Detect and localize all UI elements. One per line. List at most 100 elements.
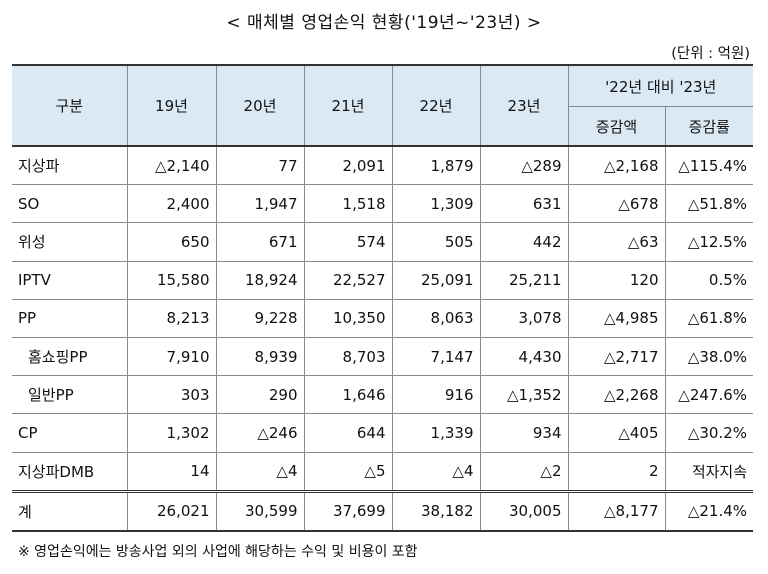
table-cell: 1,518 [303,184,393,224]
table-cell: △4 [391,451,481,492]
total-row: 계 26,021 30,599 37,699 38,182 30,005 △8,177 △21… [12,489,754,532]
table-cell: 916 [391,375,481,415]
table-row: 일반PP 303 290 1,646 916 △1,352 △2,268 △247.6% [12,375,754,415]
header-compare-group: '22년 대비 '23년 [567,64,754,107]
row-label: 지상파 [12,145,128,186]
row-label: CP [12,413,128,453]
table-cell: 644 [303,413,393,453]
table-cell: 650 [126,222,217,262]
table-cell: 442 [479,222,569,262]
table-cell: 25,211 [479,260,569,300]
row-label: IPTV [12,260,128,300]
table-cell: 7,147 [391,336,481,377]
table-cell: 1,309 [391,184,481,224]
table-cell: △678 [567,184,666,224]
table-row: 지상파DMB 14 △4 △5 △4 △2 2 적자지속 [12,451,754,492]
header-year: 23년 [479,64,569,147]
table-cell: 3,078 [479,298,569,338]
table-cell: 2,400 [126,184,217,224]
table-cell: △2,168 [567,145,666,186]
table-cell: 10,350 [303,298,393,338]
table-cell: △4,985 [567,298,666,338]
table-row: PP 8,213 9,228 10,350 8,063 3,078 △4,985 △61.8% [12,298,754,338]
table-cell: 18,924 [215,260,305,300]
table-cell: △21.4% [664,489,754,532]
table-cell: 303 [126,375,217,415]
table-cell: 30,599 [215,489,305,532]
table-cell: 2 [567,451,666,492]
table-cell: 631 [479,184,569,224]
table-cell: △289 [479,145,569,186]
table-cell: △115.4% [664,145,754,186]
table-cell: △2,717 [567,336,666,377]
table-row: SO 2,400 1,947 1,518 1,309 631 △678 △51.8% [12,184,754,224]
table-cell: 290 [215,375,305,415]
table-cell: 1,339 [391,413,481,453]
table-cell: 26,021 [126,489,217,532]
table-cell: 2,091 [303,145,393,186]
row-label: 일반PP [12,375,128,415]
header-year: 19년 [126,64,217,147]
table-row: CP 1,302 △246 644 1,339 934 △405 △30.2% [12,413,754,453]
table-cell: △30.2% [664,413,754,453]
row-label: SO [12,184,128,224]
footnote: ※ 영업손익에는 방송사업 외의 사업에 해당하는 수익 및 비용이 포함 [18,544,418,560]
header-change-amount: 증감액 [568,106,666,147]
table-cell: 934 [479,413,569,453]
row-label: 계 [12,489,128,532]
header-year: 21년 [303,64,393,147]
table-row: 홈쇼핑PP 7,910 8,939 8,703 7,147 4,430 △2,717 △38.… [12,336,754,377]
table-cell: △247.6% [664,375,754,415]
table-cell: △405 [567,413,666,453]
table-row: 지상파 △2,140 77 2,091 1,879 △289 △2,168 △115.4% [12,145,754,186]
table-cell: 22,527 [303,260,393,300]
table-cell: 38,182 [391,489,481,532]
table-cell: 30,005 [479,489,569,532]
table-cell: 1,947 [215,184,305,224]
table-cell: 8,213 [126,298,217,338]
table-row: 위성 650 671 574 505 442 △63 △12.5% [12,222,754,262]
table-cell: 4,430 [479,336,569,377]
row-label: 지상파DMB [12,451,128,492]
table-cell: △2,268 [567,375,666,415]
table-cell: 8,939 [215,336,305,377]
table-cell: 0.5% [664,260,754,300]
table-cell: 505 [391,222,481,262]
table-cell: 77 [215,145,305,186]
row-label: 홈쇼핑PP [12,336,128,377]
table-cell: △61.8% [664,298,754,338]
table-cell: △63 [567,222,666,262]
table-cell: △5 [303,451,393,492]
table-cell: 적자지속 [664,451,754,492]
table-cell: 25,091 [391,260,481,300]
table-cell: 37,699 [303,489,393,532]
table-cell: 14 [126,451,217,492]
table-cell: 1,302 [126,413,217,453]
table-cell: △51.8% [664,184,754,224]
unit-label: (단위 : 억원) [671,46,750,62]
header-category: 구분 [12,64,128,147]
table-cell: △246 [215,413,305,453]
table-cell: △2,140 [126,145,217,186]
table-cell: 15,580 [126,260,217,300]
row-label: PP [12,298,128,338]
table-row: IPTV 15,580 18,924 22,527 25,091 25,211 120 0.5… [12,260,754,300]
table-body: 지상파 △2,140 77 2,091 1,879 △289 △2,168 △115.4% SO… [12,145,754,532]
table-cell: 120 [567,260,666,300]
table-cell: △2 [479,451,569,492]
header-year: 22년 [391,64,481,147]
table-cell: △12.5% [664,222,754,262]
table-cell: 671 [215,222,305,262]
table-cell: 1,879 [391,145,481,186]
header-change-rate: 증감률 [664,106,754,147]
table-cell: 7,910 [126,336,217,377]
table-cell: 1,646 [303,375,393,415]
table-cell: △38.0% [664,336,754,377]
table-cell: △8,177 [567,489,666,532]
operating-profit-table: 구분 19년 20년 21년 22년 23년 '22년 대비 '23년 증감액 … [12,64,754,532]
header-year: 20년 [215,64,305,147]
table-cell: 9,228 [215,298,305,338]
table-cell: △1,352 [479,375,569,415]
table-cell: 574 [303,222,393,262]
table-title: < 매체별 영업손익 현황('19년~'23년) > [226,13,542,33]
